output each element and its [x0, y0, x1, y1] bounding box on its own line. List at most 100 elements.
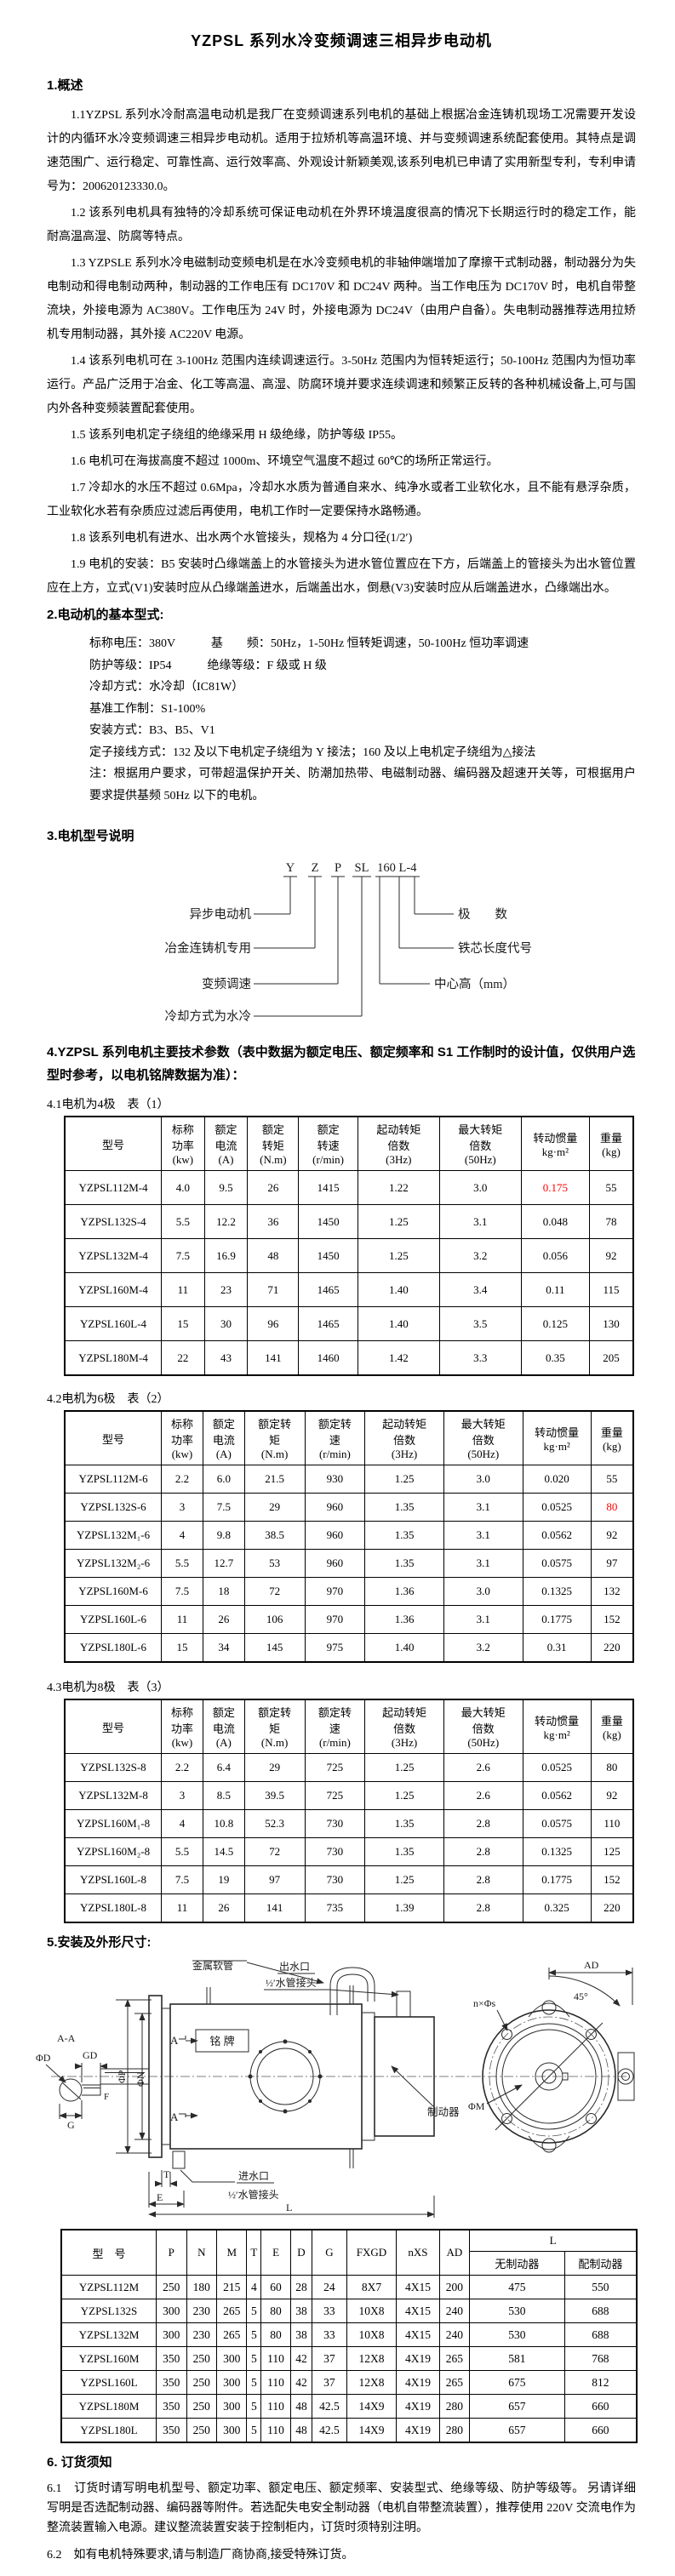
column-header: 标称 功率 (kw) [161, 1699, 203, 1754]
value-cell: 132 [590, 1577, 634, 1606]
model-cell: YZPSL112M [60, 2275, 157, 2299]
value-cell: 265 [438, 2346, 471, 2371]
value-cell: 2.6 [443, 1781, 523, 1810]
value-cell: 5 [246, 2299, 262, 2323]
column-header: E [260, 2229, 291, 2276]
value-cell: 110 [260, 2346, 291, 2371]
value-cell: 152 [590, 1605, 634, 1634]
value-cell: 24 [312, 2275, 347, 2299]
value-cell: 2.8 [443, 1865, 523, 1894]
value-cell: 3.1 [443, 1493, 523, 1522]
value-cell: 6.0 [202, 1465, 245, 1494]
value-cell: 200 [438, 2275, 471, 2299]
value-cell: 1.35 [364, 1837, 444, 1866]
model-cell: YZPSL180M [60, 2394, 157, 2419]
value-cell: 250 [156, 2275, 187, 2299]
model-cell: YZPSL160M₁-8 [64, 1809, 163, 1838]
params-table-6pole: 型号 标称 功率 (kw) 额定 电流 (A) 额定转 矩 (N.m) 额定转 速 (r… [64, 1410, 634, 1663]
value-cell: 725 [304, 1781, 366, 1810]
paragraph-1-9: 1.9 电机的安装：B5 安装时凸缘端盖上的水管接头为进水管位置应在下方，后端盖… [47, 558, 636, 595]
subheading-4-2: 4.2电机为6极 表（2） [47, 1393, 169, 1406]
value-cell: 180 [186, 2275, 218, 2299]
value-cell: 250 [186, 2370, 218, 2395]
outline-drawing: A-A ΦD GD G F ΦP ΦN A [34, 1957, 636, 2225]
value-cell: 0.0525 [522, 1753, 592, 1782]
value-cell: 730 [304, 1865, 366, 1894]
paragraph-1-5: 1.5 该系列电机定子绕组的绝缘采用 H 级绝缘，防护等级 IP55。 [71, 429, 403, 442]
code-part-l4: L-4 [399, 861, 418, 875]
column-header: 起动转矩 倍数 (3Hz) [357, 1116, 440, 1171]
value-cell: 3.0 [438, 1170, 522, 1205]
metal-hose-label: 金属软管 [192, 1959, 233, 1972]
column-header: 重量 (kg) [590, 1410, 634, 1465]
page-title: YZPSL 系列水冷变频调速三相异步电动机 [191, 32, 492, 49]
paragraph-1-7: 1.7 冷却水的水压不超过 0.6Mpa，冷却水水质为普通自来水、纯净水或者工业… [47, 482, 636, 518]
value-cell: 110 [260, 2370, 291, 2395]
table-row: YZPSL112M-6 2.2 6.0 21.5 930 1.25 3.0 0.020 55 [64, 1465, 634, 1494]
value-cell: 7.5 [161, 1577, 203, 1606]
value-cell: 657 [469, 2394, 565, 2419]
value-cell: 92 [588, 1238, 634, 1273]
value-cell: 28 [289, 2275, 313, 2299]
column-header: 额定 电流 (A) [202, 1410, 245, 1465]
value-cell: 78 [588, 1204, 634, 1239]
value-cell: 1.25 [357, 1238, 440, 1273]
value-cell: 11 [161, 1272, 205, 1307]
label-async-motor: 异步电动机 [190, 907, 252, 922]
value-cell: 300 [215, 2370, 248, 2395]
model-cell: YZPSL132S-8 [64, 1753, 163, 1782]
value-cell: 60 [260, 2275, 291, 2299]
column-header: 起动转矩 倍数 (3Hz) [364, 1699, 444, 1754]
value-cell: 960 [304, 1549, 366, 1578]
value-cell: 970 [304, 1577, 366, 1606]
value-cell: 1.25 [364, 1465, 444, 1494]
value-cell: 36 [247, 1204, 300, 1239]
column-header: G [312, 2229, 347, 2276]
paragraph-6-2: 6.2 如有电机特殊要求,请与制造厂商协商,接受特殊订货。 [47, 2549, 354, 2562]
value-cell: 300 [156, 2299, 187, 2323]
value-cell: 37 [312, 2370, 347, 2395]
value-cell: 11 [161, 1605, 203, 1634]
label-a-top: A [170, 2034, 179, 2047]
column-header: 无制动器 [469, 2251, 565, 2276]
label-poles: 极 数 [458, 907, 507, 922]
table-row: YZPSL132S-4 5.5 12.2 36 1450 1.25 3.1 0.048 78 [64, 1204, 634, 1239]
value-cell: 3.1 [443, 1549, 523, 1578]
value-cell: 2.6 [443, 1753, 523, 1782]
label-gd: GD [83, 2049, 98, 2061]
model-cell: YZPSL160L [60, 2370, 157, 2395]
value-cell: 145 [243, 1633, 306, 1663]
label-section-aa: A-A [57, 2032, 76, 2044]
spec-cooling: 冷却方式：水冷却（IC81W） [89, 681, 244, 694]
value-cell: 250 [186, 2418, 218, 2443]
value-cell: 1.36 [364, 1577, 444, 1606]
value-cell: 22 [161, 1340, 205, 1376]
value-cell: 33 [312, 2299, 347, 2323]
value-cell: 265 [438, 2370, 471, 2395]
code-part-y: Y [286, 861, 295, 875]
value-cell: 52.3 [243, 1809, 306, 1838]
column-header: T [246, 2229, 262, 2276]
value-cell: 8.5 [202, 1781, 245, 1810]
params-table-4pole: 型号 标称 功率 (kw) 额定 电流 (A) 额定 转矩 (N.m) 额定 转速 (r… [64, 1116, 634, 1376]
model-cell: YZPSL160M-4 [64, 1272, 163, 1307]
value-cell: 1450 [298, 1204, 358, 1239]
column-header: 型 号 [60, 2229, 157, 2276]
value-cell: 1.40 [364, 1633, 444, 1663]
value-cell: 152 [590, 1865, 634, 1894]
value-cell: 550 [563, 2275, 638, 2299]
model-cell: YZPSL132S-6 [64, 1493, 163, 1522]
model-cell: YZPSL160L-4 [64, 1306, 163, 1341]
label-water-cooling: 冷却方式为水冷 [165, 1009, 252, 1024]
value-cell: 1.42 [357, 1340, 440, 1376]
table-row: YZPSL112M 250 180 215 4 60 28 24 8X7 4X15 200 475 55… [60, 2275, 638, 2299]
value-cell: 48 [247, 1238, 300, 1273]
params-table-8pole: 型号 标称 功率 (kw) 额定 电流 (A) 额定转 矩 (N.m) 额定转 速 (r… [64, 1699, 634, 1923]
value-cell: 4X19 [396, 2418, 440, 2443]
value-cell: 240 [438, 2299, 471, 2323]
pipe-joint-top-label: ½′水管接头 [266, 1976, 317, 1989]
value-cell: 675 [469, 2370, 565, 2395]
table-row: YZPSL180L-6 15 34 145 975 1.40 3.2 0.31 220 [64, 1633, 634, 1663]
value-cell: 5 [246, 2370, 262, 2395]
column-header: 标称 功率 (kw) [161, 1116, 205, 1171]
